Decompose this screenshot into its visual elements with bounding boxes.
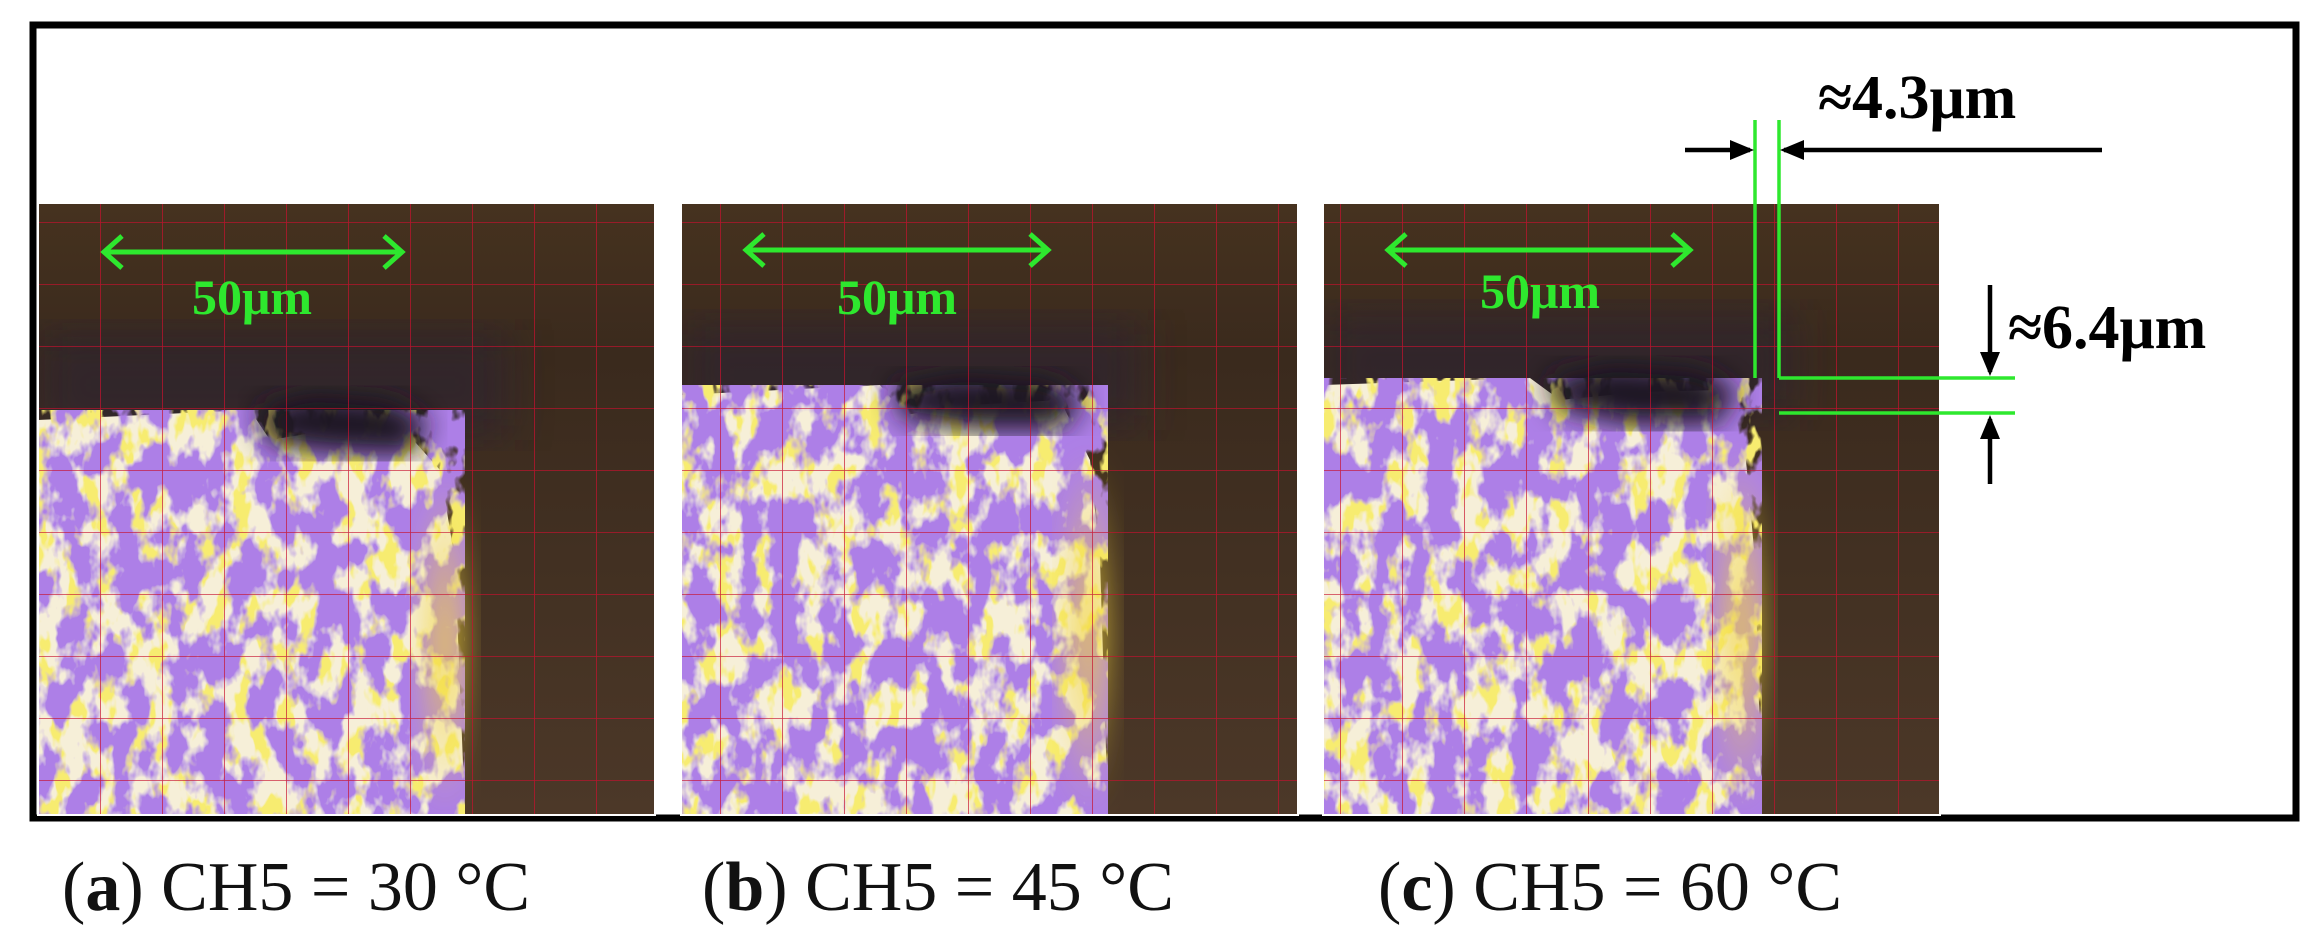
caption-a-text: CH5 = 30 °C xyxy=(143,849,531,926)
caption-c: (c) CH5 = 60 °C xyxy=(1378,838,1842,938)
scale-bar-label-b: 50μm xyxy=(837,269,957,325)
panel-a-border xyxy=(37,202,656,816)
caption-b-open: ( xyxy=(702,849,726,926)
caption-a-close: ) xyxy=(120,849,144,926)
panel-a-grid xyxy=(38,203,655,815)
micrograph-panel-b xyxy=(681,203,1298,815)
caption-c-letter: c xyxy=(1401,849,1433,926)
panel-b-border xyxy=(680,202,1299,816)
horizontal-gap-label: ≈4.3μm xyxy=(1818,64,2016,132)
scale-bar-label-c: 50μm xyxy=(1480,263,1600,319)
scale-bar-label-a: 50μm xyxy=(192,269,312,325)
caption-c-open: ( xyxy=(1378,849,1402,926)
horizontal-dimension-arrow xyxy=(1685,140,2102,160)
vertical-dimension-arrow xyxy=(1980,285,2000,484)
panel-c-grid xyxy=(1323,203,1940,815)
caption-a: (a) CH5 = 30 °C xyxy=(62,838,530,938)
scale-bar-b: 50μm xyxy=(742,232,1052,325)
caption-a-letter: a xyxy=(85,849,121,926)
scale-bar-a: 50μm xyxy=(100,234,406,325)
caption-b-text: CH5 = 45 °C xyxy=(787,849,1174,926)
caption-c-close: ) xyxy=(1432,849,1456,926)
caption-b-letter: b xyxy=(725,849,765,926)
caption-c-text: CH5 = 60 °C xyxy=(1455,849,1843,926)
scale-bar-c: 50μm xyxy=(1384,232,1694,319)
caption-a-open: ( xyxy=(62,849,86,926)
caption-b: (b) CH5 = 45 °C xyxy=(702,838,1174,938)
panel-b-grid xyxy=(681,203,1298,815)
dimension-annotations: ≈4.3μm ≈6.4μm xyxy=(1685,64,2206,484)
panel-c-border xyxy=(1322,202,1941,816)
micrograph-panel-a xyxy=(38,203,655,815)
vertical-gap-label: ≈6.4μm xyxy=(2008,294,2206,362)
micrograph-panel-c xyxy=(1323,203,1940,815)
caption-b-close: ) xyxy=(764,849,788,926)
